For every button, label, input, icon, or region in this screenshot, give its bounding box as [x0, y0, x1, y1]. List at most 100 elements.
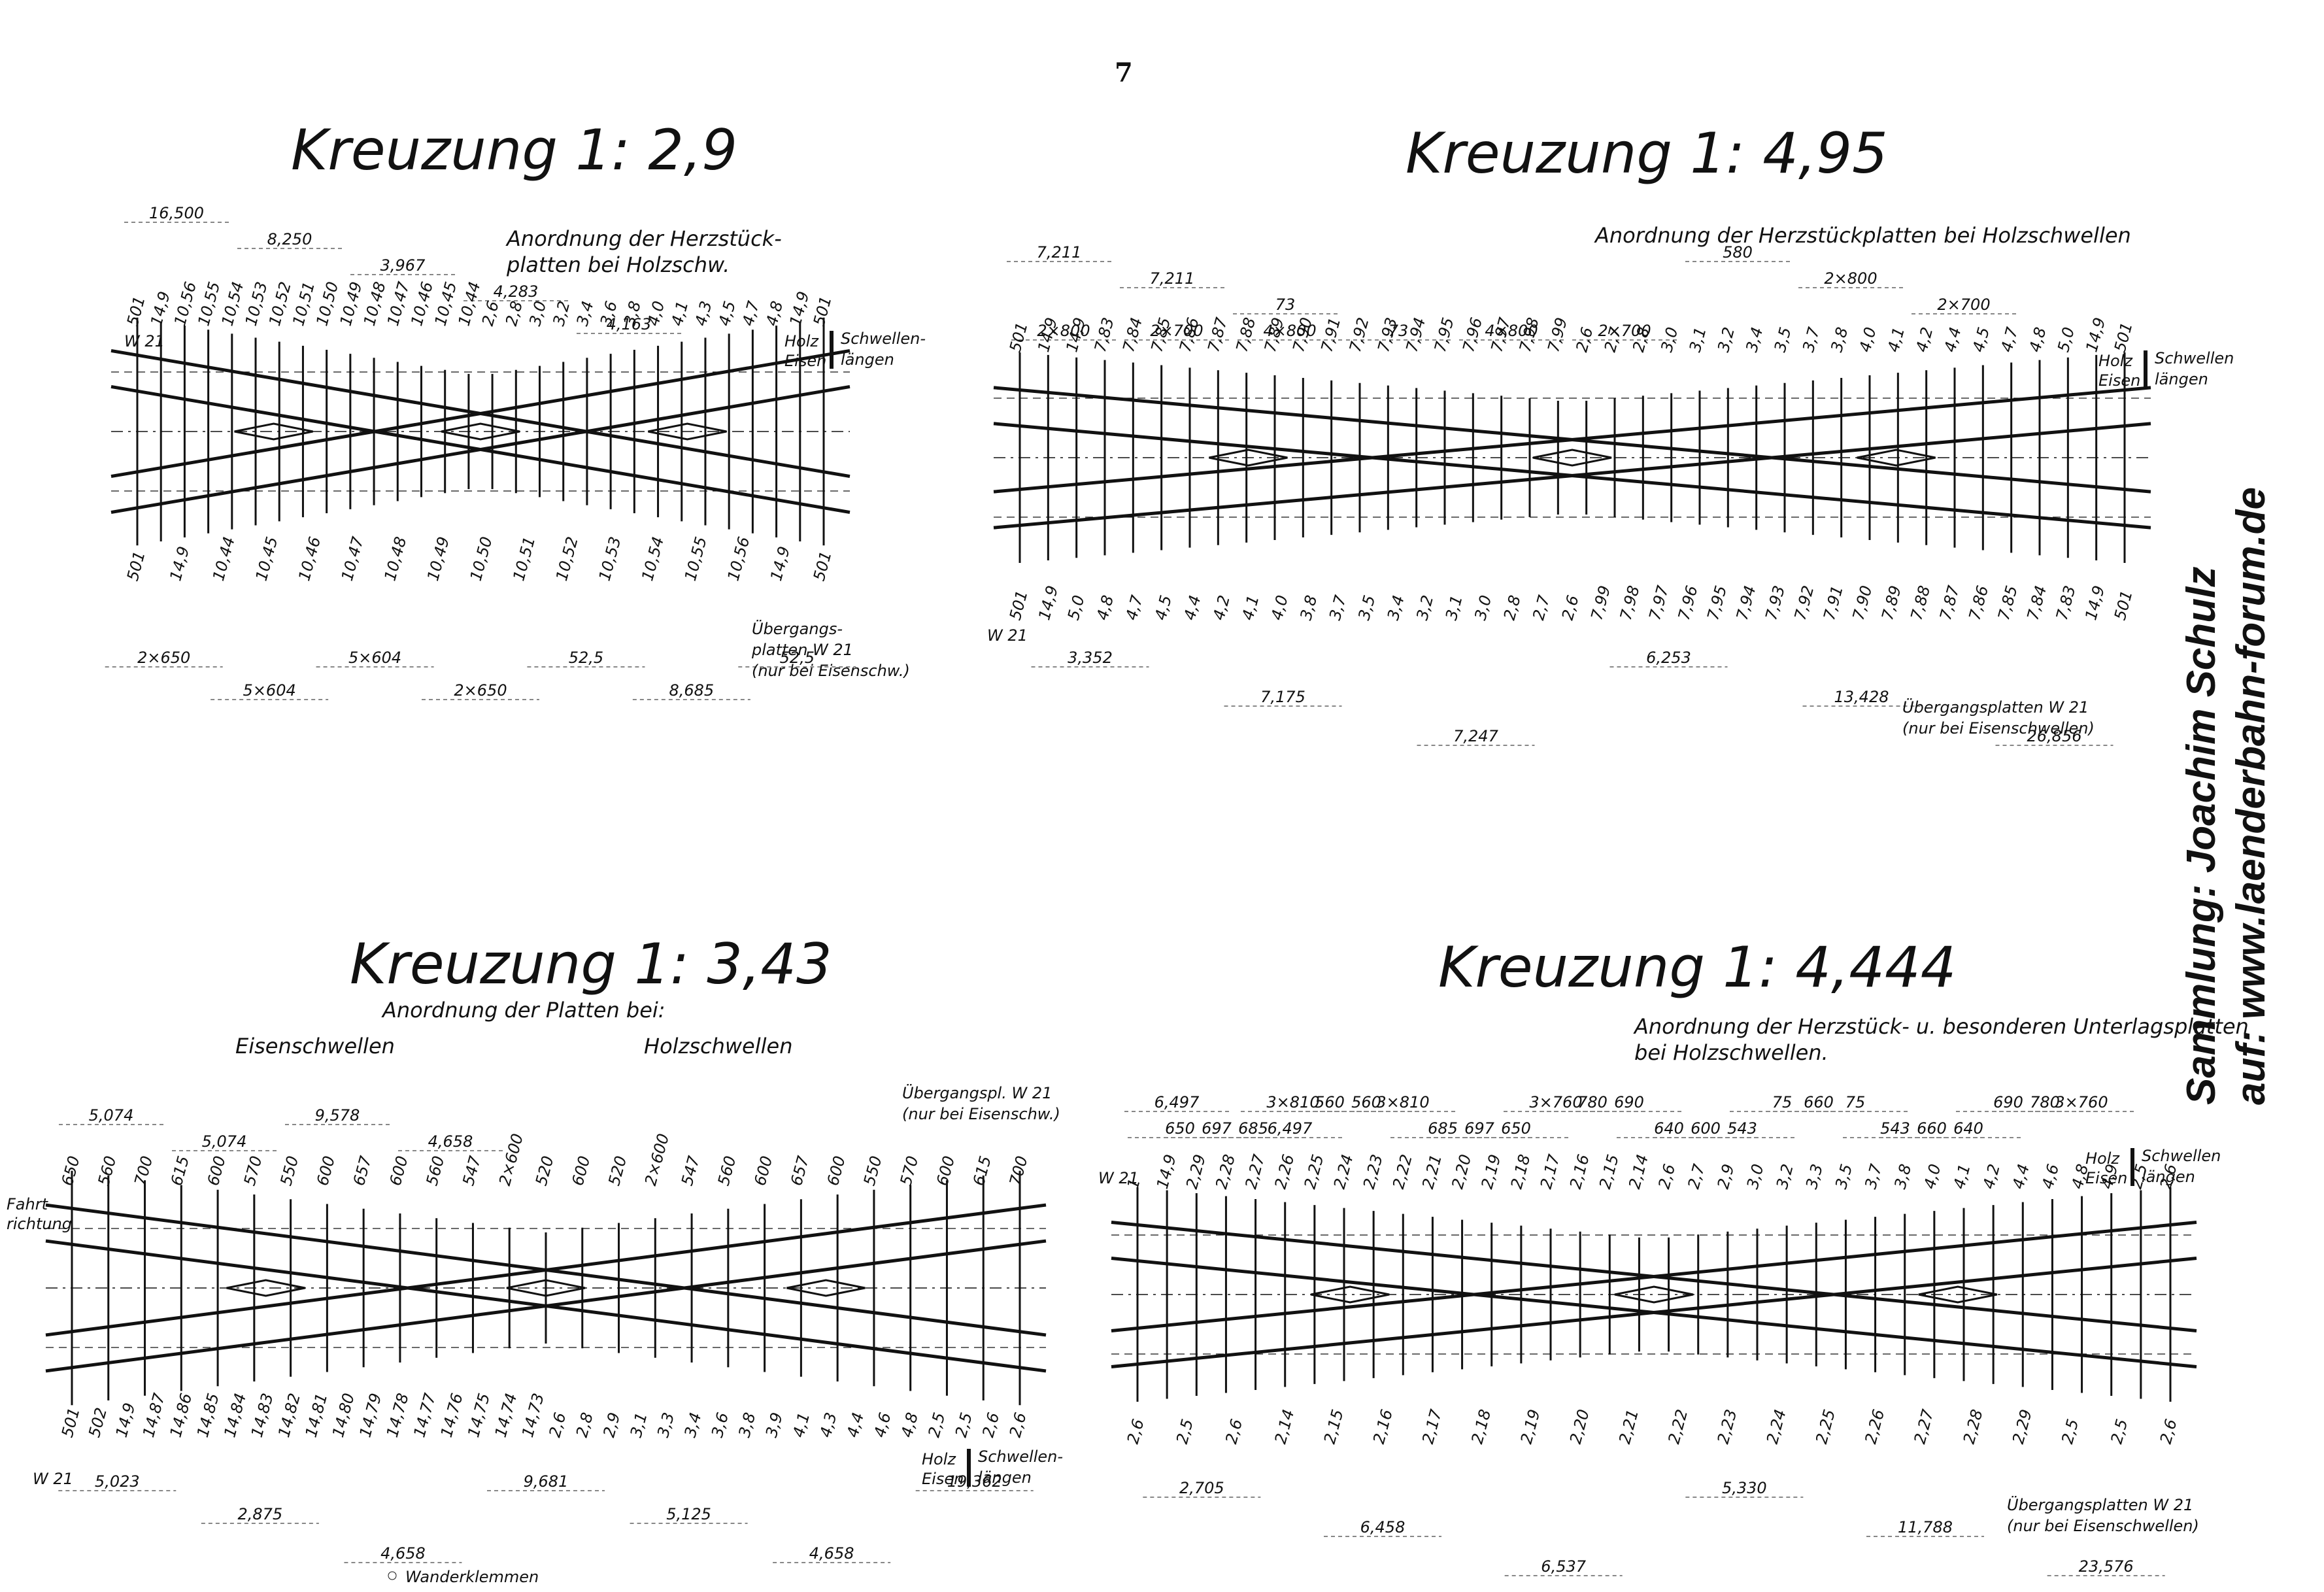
holz-label: Holz	[922, 1450, 956, 1468]
sleeper-length-label: 7,95	[1704, 584, 1730, 622]
sleeper-length-label: 4,6	[871, 1410, 895, 1439]
panel-title: Kreuzung 1: 4,95	[1406, 121, 1888, 186]
dimension-label: 3,352	[1068, 649, 1113, 667]
sleeper-length-label: 14,9	[2081, 584, 2108, 622]
schwellen-laengen-label: längen	[841, 350, 894, 369]
sleeper-length-label: 14,77	[410, 1391, 439, 1439]
dimension-label: 5,330	[1722, 1479, 1767, 1497]
sleeper-length-label: 2,25	[1812, 1408, 1839, 1446]
eisen-label: Eisen	[2098, 371, 2140, 390]
dimension-label: 7,247	[1453, 727, 1498, 745]
dimension-label: 73	[1275, 296, 1296, 314]
crossing-plan: 50114,910,5610,5510,5410,5310,5210,5110,…	[105, 204, 926, 700]
sleeper-length-label: 2,23	[1714, 1408, 1741, 1446]
sleeper-length-label: 4,7	[1997, 325, 2021, 354]
sleeper-length-label: 4,2	[1912, 325, 1936, 354]
dimension-label: 16,500	[149, 204, 204, 222]
sleeper-length-label: 2,17	[1537, 1152, 1564, 1191]
dimension-label: 5,023	[95, 1472, 140, 1491]
dimension-label: 685	[1428, 1119, 1458, 1138]
transition-plates-note: platten W 21	[751, 641, 853, 659]
dimension-label: 5×604	[348, 649, 401, 667]
sleeper-length-label: 2,17	[1419, 1407, 1445, 1446]
sleeper-length-label: 10,52	[552, 535, 582, 583]
sleeper-length-label: 2,26	[1861, 1408, 1888, 1446]
collection-credit: Sammlung: Joachim Schulz auf: www.laende…	[2177, 487, 2276, 1105]
sleeper-length-label: 4,1	[668, 299, 692, 328]
sleeper-length-label: 3,2	[549, 299, 573, 328]
sleeper-length-label: 700	[131, 1154, 156, 1187]
credit-line-1: Sammlung: Joachim Schulz	[2179, 566, 2224, 1105]
sleeper-length-label: 7,87	[1936, 583, 1963, 622]
dimension-label: 4×800	[1263, 322, 1316, 340]
frog-plate	[1857, 449, 1936, 467]
sleeper-length-label: 3,3	[654, 1410, 678, 1439]
rail	[993, 422, 2151, 530]
sleeper-length-label: 2,16	[1566, 1153, 1593, 1191]
dimension-label: 2×800	[1037, 322, 1090, 340]
sleeper-length-label: 650	[58, 1154, 84, 1187]
frog-plate	[234, 422, 313, 441]
sleeper-length-label: 600	[750, 1154, 776, 1187]
sleeper-length-label: 4,0	[1921, 1162, 1945, 1191]
sleeper-length-label: 2,6	[1222, 1417, 1246, 1446]
sleeper-length-label: 7,88	[1232, 316, 1259, 354]
sleeper-length-label: 2,8	[1500, 593, 1524, 622]
sleeper-length-label: 3,4	[1742, 325, 1766, 354]
sleeper-length-label: 4,4	[1941, 325, 1965, 354]
frog-plate	[648, 422, 727, 441]
sleeper-length-label: 10,47	[338, 534, 367, 583]
sleeper-length-label: 2,27	[1911, 1407, 1938, 1446]
sleeper-length-label: 2,6	[1124, 1417, 1148, 1446]
sleeper-length-label: 3,0	[1657, 325, 1681, 354]
dimension-label: 6,253	[1646, 649, 1691, 667]
panel-note: Anordnung der Herzstück- u. besonderen U…	[1634, 1014, 2249, 1065]
sleeper-length-label: 520	[532, 1154, 558, 1187]
dimension-label: 4×800	[1485, 322, 1538, 340]
dimension-label: 650	[1501, 1119, 1531, 1138]
sleeper-length-label: 3,5	[1355, 593, 1379, 622]
sleeper-length-label: 10,53	[596, 535, 625, 583]
sleeper-length-label: 501	[2111, 320, 2136, 354]
sleeper-length-label: 2×600	[496, 1132, 527, 1188]
sleeper-length-label: 4,8	[898, 1410, 922, 1439]
sleeper-length-label: 10,54	[638, 535, 667, 583]
dimension-label: 5,125	[666, 1505, 711, 1523]
dimension-label: 6,497	[1154, 1093, 1200, 1111]
sleeper-length-label: 7,91	[1820, 584, 1847, 622]
sleeper-length-label: 14,9	[1153, 1153, 1180, 1191]
holz-label: Holz	[2085, 1149, 2120, 1168]
dimension-label: 6,537	[1541, 1557, 1586, 1576]
sleeper-length-label: 4,1	[789, 1410, 813, 1439]
sleeper-length-label: 501	[810, 549, 835, 583]
dimension-label: 4,658	[809, 1544, 854, 1563]
sleeper-length-label: 560	[95, 1154, 120, 1187]
sleeper-length-label: 14,9	[112, 1401, 139, 1440]
direction-label: richtung	[7, 1215, 72, 1233]
sleeper-length-label: 2,24	[1330, 1153, 1357, 1191]
dimension-label: 6,458	[1360, 1518, 1406, 1536]
dimension-label: 9,681	[524, 1472, 569, 1491]
schwellen-laengen-label: längen	[2155, 370, 2208, 388]
sleeper-length-label: 600	[386, 1154, 412, 1187]
sleeper-length-label: 520	[605, 1154, 630, 1187]
transition-plates-note: Übergangs-	[752, 619, 843, 638]
frog-plate	[506, 1279, 586, 1297]
sleeper-length-label: 3,1	[1442, 593, 1466, 622]
sleeper-length-label: 547	[459, 1153, 484, 1187]
dimension-label: 26,856	[2027, 727, 2082, 745]
dimension-label: 2×650	[454, 681, 507, 700]
sleeper-length-label: 3,1	[1686, 325, 1710, 354]
switch-label: W 21	[1098, 1169, 1139, 1187]
panel-note: Anordnung der Platten bei:	[382, 998, 665, 1023]
sleeper-length-label: 3,4	[573, 299, 598, 328]
dimension-label: 2×700	[1150, 322, 1203, 340]
sleeper-length-label: 4,8	[1093, 593, 1117, 622]
sleeper-length-label: 2,20	[1448, 1153, 1475, 1191]
dimension-label: 73	[1389, 322, 1409, 340]
sleeper-length-label: 560	[422, 1154, 448, 1187]
sleeper-length-label: 14,9	[166, 545, 193, 583]
sleeper-length-label: 2×600	[641, 1132, 673, 1188]
sleeper-length-label: 502	[85, 1406, 110, 1439]
sleeper-length-label: 4,5	[715, 299, 739, 328]
